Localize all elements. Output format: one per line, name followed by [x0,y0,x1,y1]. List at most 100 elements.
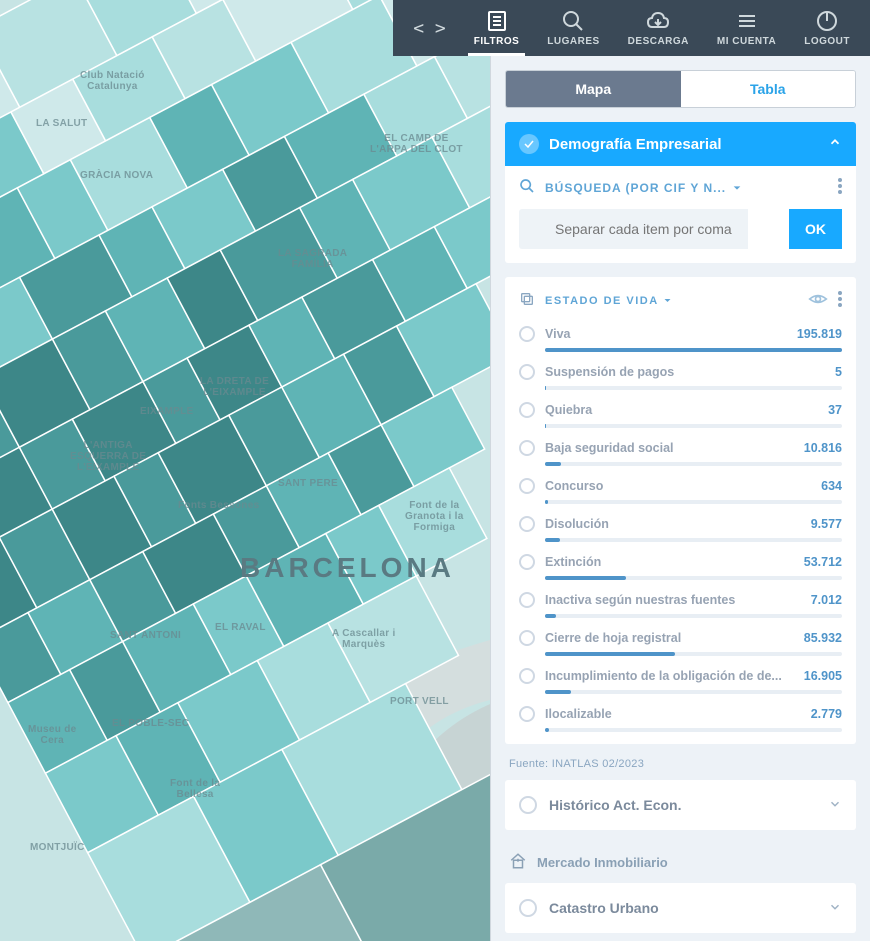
power-icon [814,8,840,34]
option-value: 5 [835,365,842,379]
map-place-label: Font de laGranota i laFormiga [405,500,464,533]
top-nav: < > FILTROS LUGARESDESCARGA MI CUENTA LOGOU… [393,0,870,56]
source-text: Fuente: INATLAS 02/2023 [509,758,852,770]
map-place-label: EL RAVAL [215,622,266,633]
search-type-row: BÚSQUEDA (POR CIF Y N... [505,166,856,209]
map-place-label: EL POBLE-SEC [112,718,189,729]
option-value: 9.577 [811,517,842,531]
map-city-label: BARCELONA [240,552,455,584]
collapsed-label: Histórico Act. Econ. [549,797,682,813]
option-label: Disolución [545,517,801,531]
collapsed-historico[interactable]: Histórico Act. Econ. [505,780,856,830]
option-label: Inactiva según nuestras fuentes [545,593,801,607]
filter-option[interactable]: Concurso 634 [505,472,856,498]
option-value: 7.012 [811,593,842,607]
map-place-label: L'ANTIGAESQUERRA DEL'EIXAMPLE [70,440,146,473]
radio-icon[interactable] [519,554,535,570]
map-place-label: Museu deCera [28,724,77,746]
filter-option[interactable]: Baja seguridad social 10.816 [505,434,856,460]
nav-logout[interactable]: LOGOUT [790,0,864,56]
eye-icon[interactable] [808,292,828,309]
nav-label: MI CUENTA [717,36,776,47]
option-bar [545,386,842,390]
filter-option[interactable]: Disolución 9.577 [505,510,856,536]
filter-option[interactable]: Suspensión de pagos 5 [505,358,856,384]
radio-icon[interactable] [519,326,535,342]
code-toggle[interactable]: < > [399,0,460,56]
filter-option[interactable]: Ilocalizable 2.779 [505,700,856,726]
kebab-icon[interactable] [838,291,842,310]
option-bar [545,424,842,428]
option-bar [545,538,842,542]
option-label: Quiebra [545,403,818,417]
radio-icon[interactable] [519,706,535,722]
filter-option[interactable]: Extinción 53.712 [505,548,856,574]
nav-mi-cuenta[interactable]: MI CUENTA [703,0,790,56]
map-place-label: MONTJUÏC [30,842,85,853]
option-label: Baja seguridad social [545,441,794,455]
tab-tabla[interactable]: Tabla [681,71,856,107]
search-input[interactable] [519,209,748,249]
accordion-demografia: Demografía Empresarial BÚSQUEDA (POR CIF… [505,122,856,263]
filter-option[interactable]: Incumplimiento de la obligación de de...… [505,662,856,688]
copy-icon[interactable] [519,291,535,310]
map-place-label: Font de laBellesa [170,778,220,800]
option-value: 195.819 [797,327,842,341]
ok-button[interactable]: OK [789,209,842,249]
radio-icon[interactable] [519,630,535,646]
radio-icon[interactable] [519,668,535,684]
radio-icon[interactable] [519,516,535,532]
map-place-label: A Cascallar iMarquès [332,628,396,650]
accordion-title: Demografía Empresarial [549,136,722,153]
filter-option[interactable]: Inactiva según nuestras fuentes 7.012 [505,586,856,612]
filter-option[interactable]: Cierre de hoja registral 85.932 [505,624,856,650]
option-value: 37 [828,403,842,417]
kebab-icon[interactable] [838,178,842,197]
radio-icon[interactable] [519,592,535,608]
tab-mapa[interactable]: Mapa [506,71,681,107]
map-place-label: PORT VELL [390,696,449,707]
map-place-label: LA DRETA DEL'EIXAMPLE [200,376,269,398]
category-mercado: Mercado Inmobiliario [509,852,852,873]
filter-title-dropdown[interactable]: ESTADO DE VIDA [545,295,672,307]
collapsed-label: Catastro Urbano [549,900,659,916]
filter-option[interactable]: Quiebra 37 [505,396,856,422]
option-label: Viva [545,327,787,341]
nav-label: LOGOUT [804,36,850,47]
map-place-label: SANT ANTONI [110,630,181,641]
radio-icon[interactable] [519,402,535,418]
option-bar [545,614,842,618]
option-label: Concurso [545,479,811,493]
nav-label: FILTROS [474,36,520,47]
filter-panel: Mapa Tabla Demografía Empresarial BÚSQUE… [490,56,870,941]
radio-icon[interactable] [519,364,535,380]
collapsed-catastro[interactable]: Catastro Urbano [505,883,856,933]
search-type-label: BÚSQUEDA (POR CIF Y N... [545,181,726,195]
filter-option[interactable]: Viva 195.819 [505,320,856,346]
option-value: 2.779 [811,707,842,721]
radio-icon[interactable] [519,478,535,494]
option-bar [545,728,842,732]
nav-descarga[interactable]: DESCARGA [614,0,703,56]
option-label: Extinción [545,555,794,569]
filter-estado-vida: ESTADO DE VIDA Viva 195.819 Suspensión d… [505,277,856,744]
map-place-label: EL CAMP DEL'ARPA DEL CLOT [370,133,463,155]
option-label: Ilocalizable [545,707,801,721]
map-place-label: SANT PERE [278,478,338,489]
panel-scroll[interactable]: Mapa Tabla Demografía Empresarial BÚSQUE… [491,56,870,941]
nav-lugares[interactable]: LUGARES [533,0,613,56]
house-icon [509,852,527,873]
download-icon [645,8,671,34]
radio-icon[interactable] [519,440,535,456]
check-icon [519,134,539,154]
search-icon [560,8,586,34]
option-bar [545,690,842,694]
accordion-header[interactable]: Demografía Empresarial [505,122,856,166]
search-type-dropdown[interactable]: BÚSQUEDA (POR CIF Y N... [545,181,742,195]
option-bar [545,576,842,580]
option-value: 53.712 [804,555,842,569]
nav-filtros[interactable]: FILTROS [460,0,534,56]
map-place-label: EIXAMPLE [140,406,194,417]
view-tabs: Mapa Tabla [505,70,856,108]
map-place-label: LA SALUT [36,118,87,129]
